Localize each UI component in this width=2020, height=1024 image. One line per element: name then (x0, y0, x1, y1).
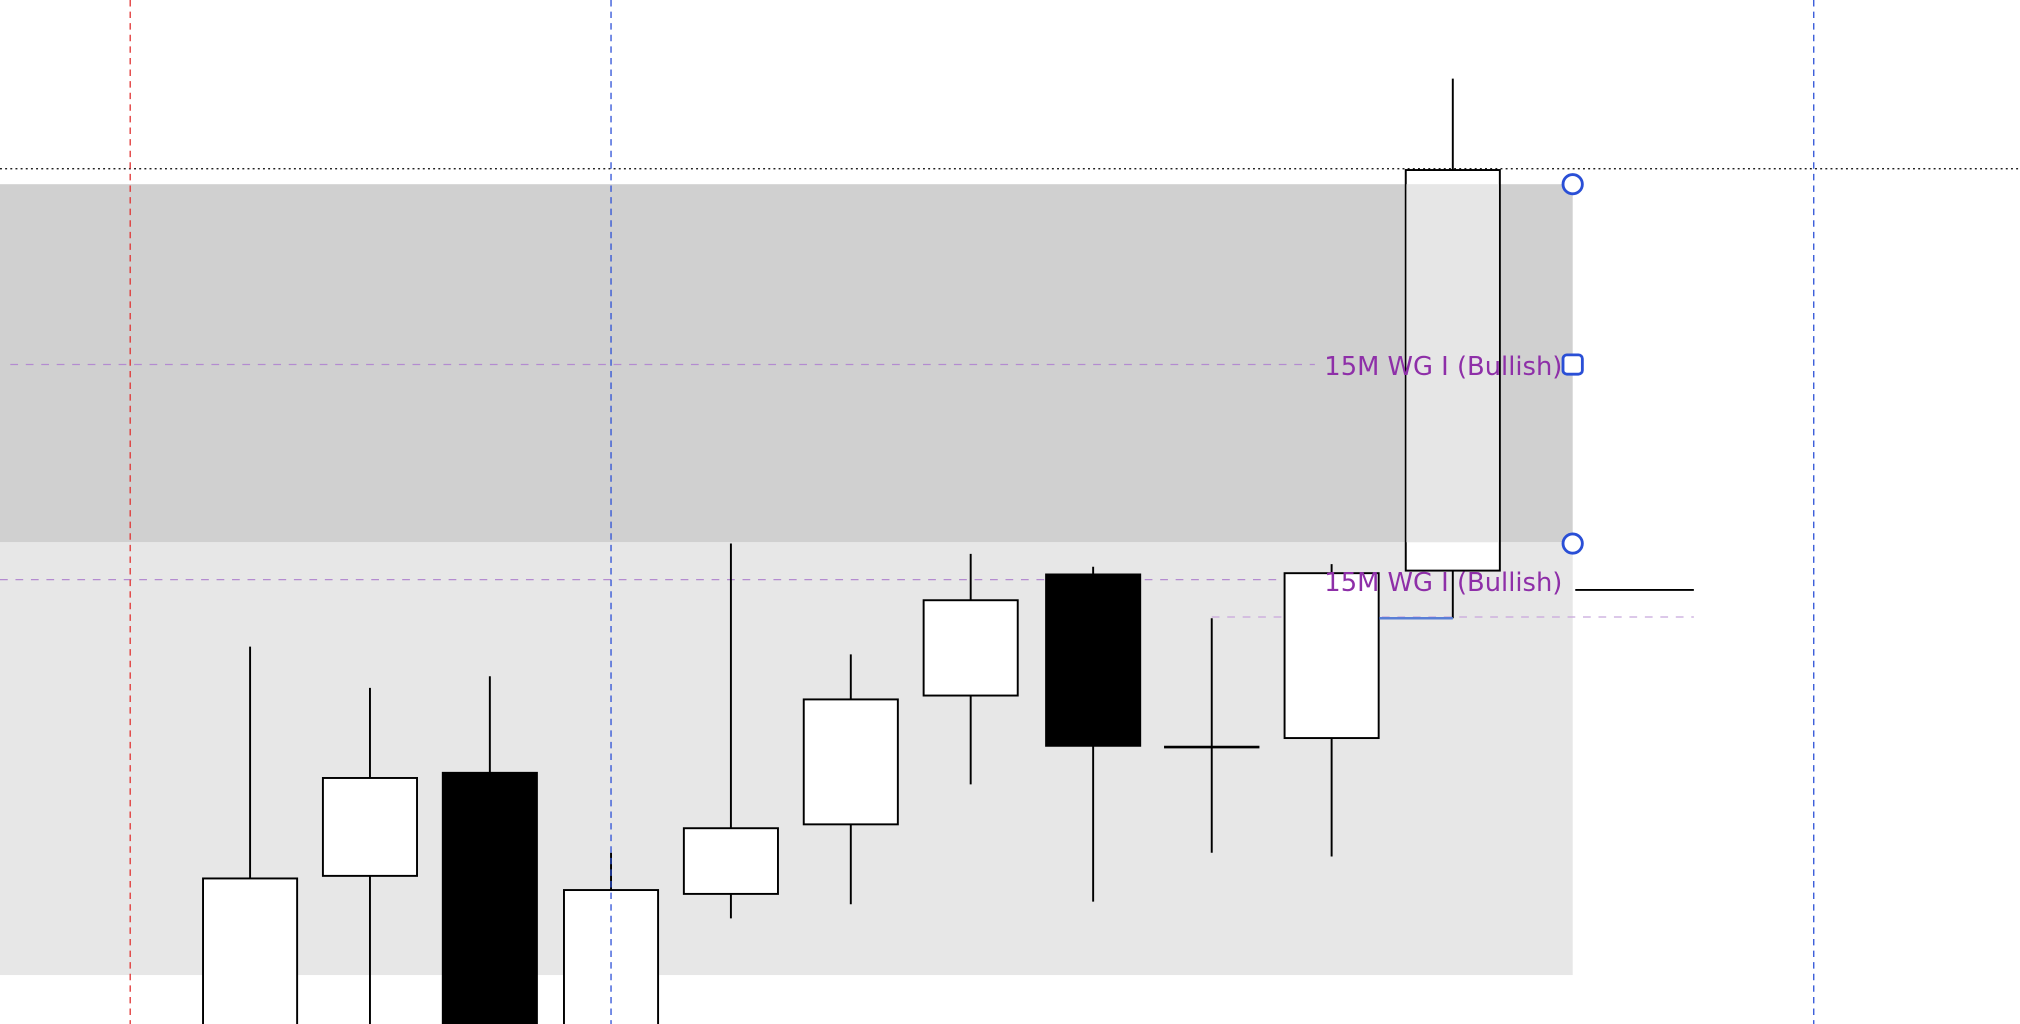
candle-body[interactable] (202, 877, 299, 1024)
candle-body[interactable] (922, 599, 1019, 697)
zone-upper[interactable] (0, 184, 1573, 543)
zone-handle-bottom[interactable] (1561, 532, 1584, 555)
candle-body-tint (1406, 184, 1498, 543)
candle-body[interactable] (802, 698, 899, 826)
level-label-upper: 15M WG I (Bullish) (1324, 352, 1562, 382)
zone-handle-top[interactable] (1561, 173, 1584, 196)
candle-body[interactable] (321, 777, 418, 877)
candle-body[interactable] (682, 827, 779, 895)
level-label-lower: 15M WG I (Bullish) (1324, 568, 1562, 598)
candle-body[interactable] (1283, 572, 1380, 740)
candle-body[interactable] (441, 771, 538, 1024)
zone-handle-middle[interactable] (1561, 353, 1584, 376)
candle-body[interactable] (1045, 573, 1142, 747)
